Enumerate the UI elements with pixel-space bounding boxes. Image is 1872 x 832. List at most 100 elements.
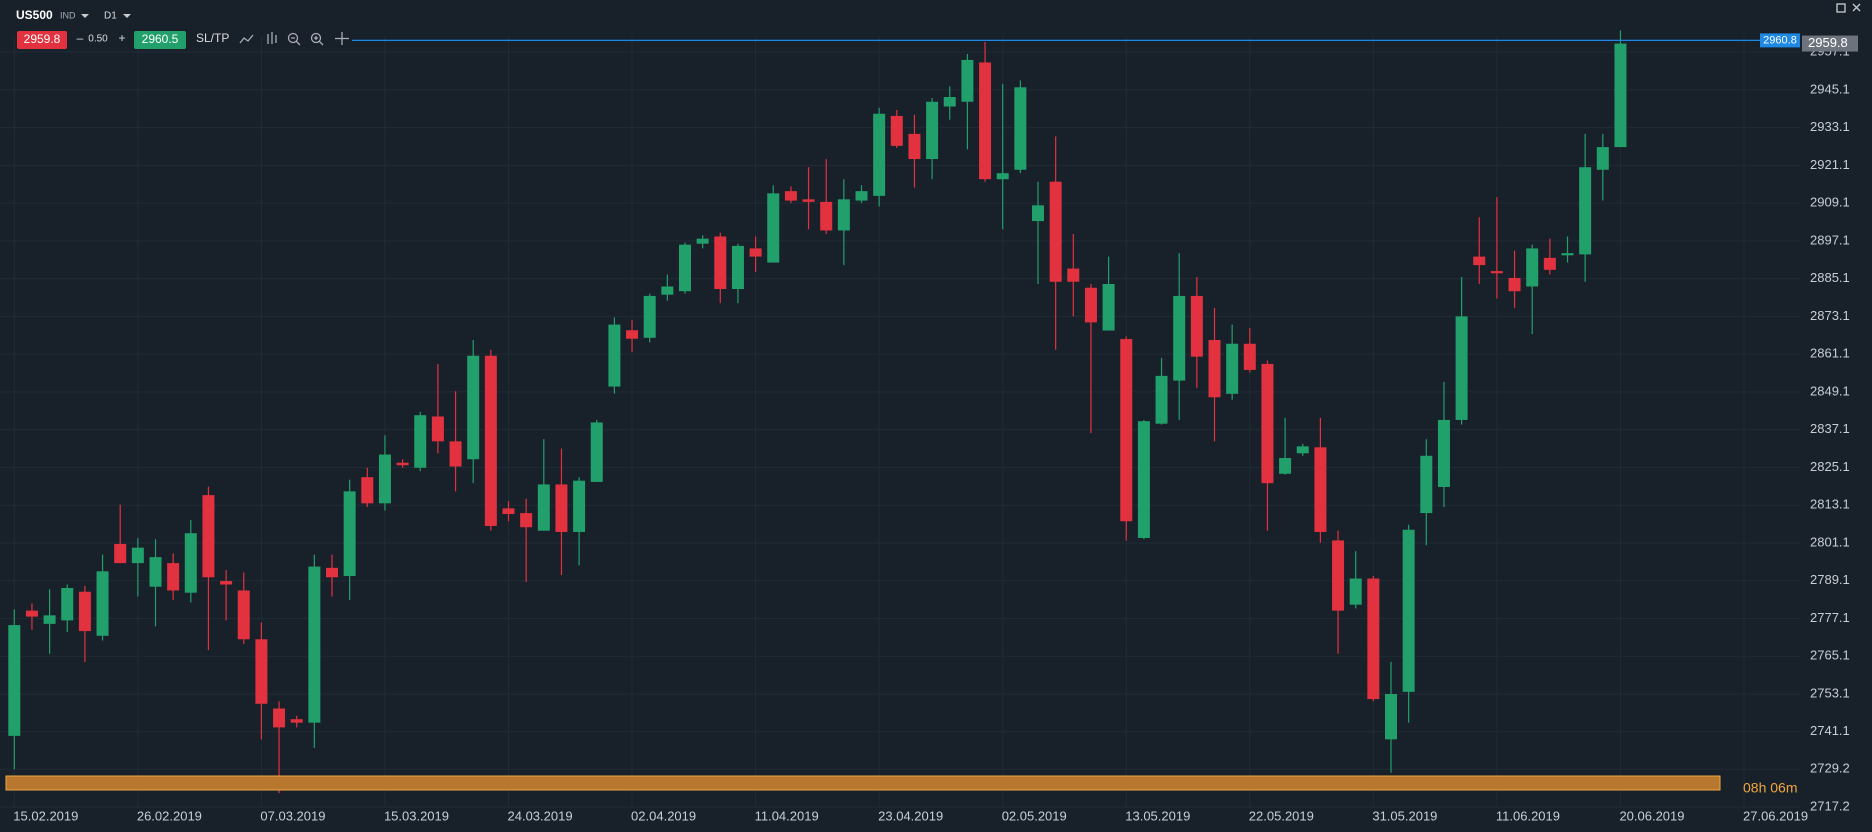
x-tick-label: 22.05.2019 — [1249, 808, 1314, 823]
candle-body — [1455, 316, 1468, 420]
spread-minus[interactable]: – — [77, 31, 84, 45]
candle-body — [1543, 257, 1556, 270]
y-tick-label: 2873.1 — [1810, 308, 1850, 323]
candle-body — [555, 484, 568, 532]
candles — [8, 30, 1627, 794]
window-controls[interactable] — [1836, 3, 1861, 13]
candle-body — [679, 244, 691, 292]
candle-body — [361, 477, 374, 504]
x-tick-label: 20.06.2019 — [1619, 808, 1684, 823]
candle-body — [1385, 694, 1397, 740]
candle-body — [1137, 421, 1150, 538]
candle-body — [1402, 529, 1415, 692]
candle-body — [1173, 295, 1186, 381]
candle-body — [1243, 343, 1256, 370]
x-tick-label: 13.05.2019 — [1125, 808, 1190, 823]
candle-body — [1226, 343, 1239, 394]
buy-price[interactable]: 2960.5 — [142, 32, 179, 46]
x-tick-label: 15.02.2019 — [13, 808, 78, 823]
dropdown-icon[interactable] — [123, 14, 131, 18]
candle-body — [837, 199, 850, 231]
candle-body — [343, 491, 356, 577]
ask-tag — [1760, 33, 1800, 48]
candle-body — [1014, 87, 1027, 170]
timeframe[interactable]: D1 — [104, 11, 117, 22]
candle-body — [1296, 446, 1309, 454]
spread-plus[interactable]: + — [118, 31, 125, 45]
candle-body — [273, 708, 286, 728]
sell-price[interactable]: 2959.8 — [24, 32, 61, 46]
x-tick-label: 15.03.2019 — [384, 808, 449, 823]
candle-body — [873, 113, 886, 196]
y-tick-label: 2717.2 — [1810, 798, 1850, 813]
y-tick-label: 2729.2 — [1810, 761, 1850, 776]
candle-body — [1208, 339, 1221, 398]
x-tick-label: 11.06.2019 — [1496, 808, 1560, 823]
candle-body — [1420, 455, 1433, 514]
candle-body — [1349, 578, 1362, 605]
timer-bar — [5, 775, 1721, 791]
candle-body — [255, 639, 268, 704]
candle-body — [396, 462, 409, 466]
candle-body — [961, 59, 974, 102]
y-tick-label: 2933.1 — [1810, 119, 1850, 134]
candle-body — [237, 590, 250, 640]
candle-body — [784, 191, 797, 201]
candle-body — [1508, 277, 1521, 292]
candle-body — [1120, 339, 1133, 522]
y-tick-label: 2789.1 — [1810, 572, 1850, 587]
dropdown-icon[interactable] — [81, 14, 89, 18]
ask-label: 2960.8 — [1763, 34, 1797, 46]
y-tick-label: 2825.1 — [1810, 459, 1850, 474]
candle-body — [1367, 578, 1380, 700]
candle-body — [1032, 205, 1044, 222]
x-tick-label: 27.06.2019 — [1743, 808, 1808, 823]
candle-body — [78, 591, 91, 632]
y-tick-label: 2897.1 — [1810, 232, 1850, 247]
grid — [0, 36, 1800, 808]
x-tick-label: 02.04.2019 — [631, 808, 696, 823]
sell-button[interactable] — [17, 31, 67, 49]
toolbar-icons[interactable] — [239, 32, 349, 46]
candle-body — [484, 355, 497, 526]
y-tick-label: 2837.1 — [1810, 421, 1850, 436]
candle-body — [696, 238, 709, 244]
candle-body — [943, 97, 956, 107]
candle-body — [1526, 248, 1539, 287]
candle-body — [643, 295, 656, 338]
x-tick-label: 11.04.2019 — [755, 808, 819, 823]
candle-body — [1102, 283, 1115, 331]
x-tick-label: 24.03.2019 — [508, 808, 573, 823]
candle-body — [714, 236, 727, 290]
candle-body — [731, 245, 744, 290]
candle-body — [996, 173, 1009, 180]
candle-body — [1049, 181, 1062, 282]
candle-body — [1473, 256, 1486, 266]
candle-body — [855, 191, 868, 201]
y-tick-label: 2849.1 — [1810, 383, 1850, 398]
candle-body — [114, 543, 127, 564]
y-tick-label: 2777.1 — [1810, 610, 1850, 625]
x-tick-label: 31.05.2019 — [1372, 808, 1437, 823]
candle-body — [431, 416, 444, 442]
candle-body — [308, 566, 321, 723]
candle-body — [1155, 375, 1168, 424]
last-price-tag — [1802, 35, 1858, 52]
x-tick-label: 07.03.2019 — [260, 808, 325, 823]
candle-body — [449, 441, 462, 467]
candle-body — [414, 415, 427, 468]
spread: 0.50 — [88, 34, 108, 45]
symbol[interactable]: US500 — [16, 8, 53, 22]
last-price-label: 2959.8 — [1808, 35, 1848, 50]
y-tick-label: 2753.1 — [1810, 685, 1850, 700]
candle-body — [149, 557, 162, 587]
candle-body — [1579, 167, 1592, 255]
buy-button[interactable] — [134, 31, 186, 49]
candle-body — [202, 495, 215, 578]
sltp-button[interactable]: SL/TP — [196, 31, 229, 45]
x-tick-label: 26.02.2019 — [137, 808, 202, 823]
candle-body — [520, 513, 533, 528]
candle-body — [96, 571, 109, 636]
candle-body — [1067, 268, 1080, 282]
